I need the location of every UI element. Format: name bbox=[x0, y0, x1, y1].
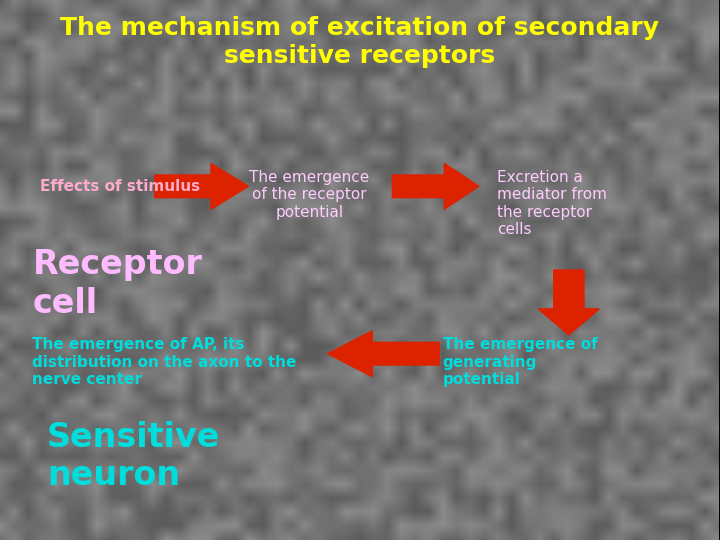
Text: Receptor
cell: Receptor cell bbox=[32, 248, 202, 320]
Text: Sensitive
neuron: Sensitive neuron bbox=[47, 421, 220, 492]
Text: The mechanism of excitation of secondary
sensitive receptors: The mechanism of excitation of secondary… bbox=[60, 16, 660, 68]
FancyArrow shape bbox=[392, 163, 479, 209]
Text: The emergence of
generating
potential: The emergence of generating potential bbox=[443, 338, 598, 387]
FancyArrow shape bbox=[328, 330, 439, 377]
FancyArrow shape bbox=[539, 270, 599, 335]
Text: The emergence of AP, its
distribution on the axon to the
nerve center: The emergence of AP, its distribution on… bbox=[32, 338, 297, 387]
Text: Excretion a
mediator from
the receptor
cells: Excretion a mediator from the receptor c… bbox=[497, 170, 607, 237]
Text: Effects of stimulus: Effects of stimulus bbox=[40, 179, 199, 194]
FancyArrow shape bbox=[155, 163, 248, 209]
Text: The emergence
of the receptor
potential: The emergence of the receptor potential bbox=[249, 170, 370, 220]
